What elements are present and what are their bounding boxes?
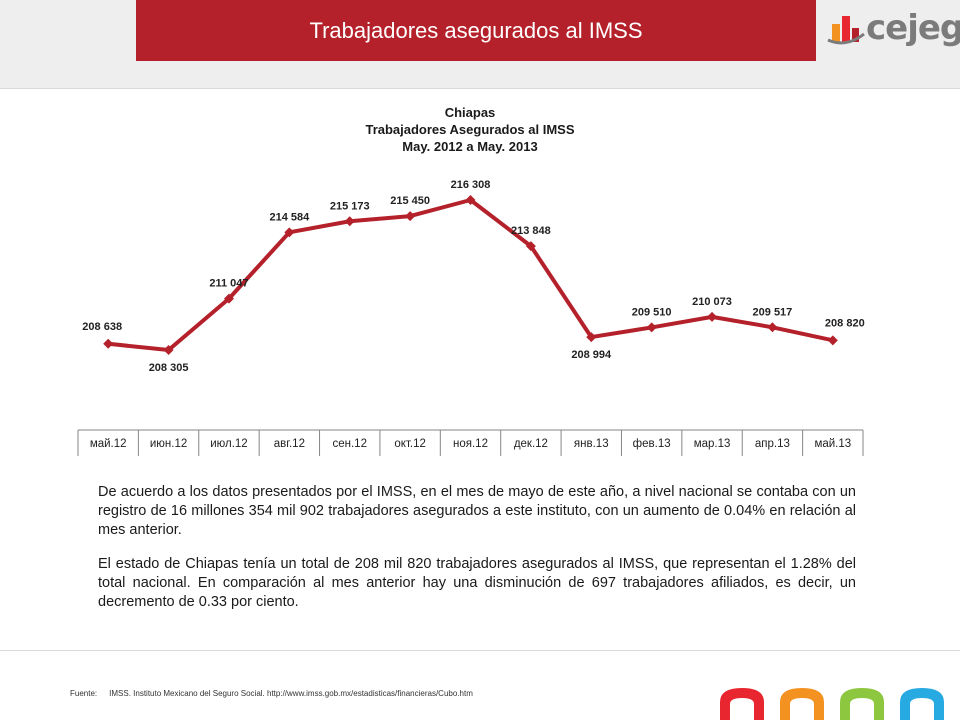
footer-source: Fuente: IMSS. Instituto Mexicano del Segu… bbox=[70, 689, 473, 698]
data-point bbox=[525, 241, 536, 252]
data-point bbox=[586, 332, 597, 343]
x-tick-label: июн.12 bbox=[150, 438, 187, 450]
data-label: 210 073 bbox=[692, 296, 732, 308]
chart-title: Chiapas bbox=[444, 105, 496, 120]
data-label: 209 510 bbox=[632, 306, 672, 318]
data-label: 215 173 bbox=[330, 200, 370, 212]
data-point bbox=[707, 311, 718, 322]
data-point bbox=[344, 216, 355, 227]
data-label: 214 584 bbox=[269, 211, 310, 223]
chart-title-block: Chiapas Trabajadores Asegurados al IMSS … bbox=[240, 104, 700, 155]
data-point bbox=[163, 345, 174, 355]
data-point bbox=[465, 195, 476, 205]
data-label: 209 517 bbox=[753, 306, 793, 318]
paragraph-national: De acuerdo a los datos presentados por e… bbox=[98, 484, 856, 538]
page-title: Trabajadores asegurados al IMSS bbox=[309, 17, 643, 43]
chart-period: May. 2012 a May. 2013 bbox=[402, 139, 538, 154]
decorative-loops-icon bbox=[720, 688, 944, 720]
data-label: 208 994 bbox=[571, 349, 612, 361]
deco-loop bbox=[720, 688, 764, 720]
data-label: 208 638 bbox=[82, 321, 122, 333]
x-tick-label: май.13 bbox=[814, 438, 851, 450]
deco-loop bbox=[780, 688, 824, 720]
series-line bbox=[107, 198, 834, 352]
x-tick-label: окт.12 bbox=[394, 438, 426, 450]
footer-divider bbox=[0, 650, 960, 651]
data-label: 211 047 bbox=[209, 278, 248, 290]
data-point bbox=[405, 211, 416, 222]
cejeg-logo-icon bbox=[827, 16, 865, 45]
line-chart: май.12 июн.12 июл.12 авг.12 сен.12 окт.12 ноя.… bbox=[77, 179, 865, 456]
deco-loop bbox=[840, 688, 884, 720]
x-tick-label: янв.13 bbox=[574, 438, 609, 450]
x-tick-label: июл.12 bbox=[210, 438, 248, 450]
chart-subtitle: Trabajadores Asegurados al IMSS bbox=[365, 122, 575, 137]
data-point bbox=[646, 322, 657, 333]
x-tick-label: мар.13 bbox=[694, 438, 731, 450]
source-label: Fuente: bbox=[70, 689, 98, 698]
x-tick-label: апр.13 bbox=[755, 438, 790, 450]
data-label: 208 820 bbox=[825, 317, 865, 329]
data-point bbox=[284, 227, 295, 238]
x-tick-label: авг.12 bbox=[274, 438, 305, 450]
deco-loop bbox=[900, 688, 944, 720]
data-point bbox=[103, 338, 114, 349]
source-text: IMSS. Instituto Mexicano del Seguro Soci… bbox=[109, 689, 473, 698]
x-tick-label: ноя.12 bbox=[453, 438, 488, 450]
x-tick-label: май.12 bbox=[90, 438, 127, 450]
data-label: 213 848 bbox=[511, 225, 551, 237]
logo-text: cejeg bbox=[866, 8, 960, 48]
title-banner: Trabajadores asegurados al IMSS bbox=[136, 0, 816, 61]
x-tick-label: сен.12 bbox=[332, 438, 366, 450]
paragraph-chiapas: El estado de Chiapas tenía un total de 2… bbox=[98, 556, 856, 610]
data-label: 216 308 bbox=[451, 179, 491, 191]
data-point bbox=[827, 335, 838, 346]
x-tick-label: фев.13 bbox=[633, 438, 671, 450]
data-point bbox=[767, 322, 778, 333]
data-label: 215 450 bbox=[390, 195, 430, 207]
data-point bbox=[223, 293, 234, 304]
x-tick-label: дек.12 bbox=[514, 438, 548, 450]
data-label: 208 305 bbox=[149, 362, 189, 374]
